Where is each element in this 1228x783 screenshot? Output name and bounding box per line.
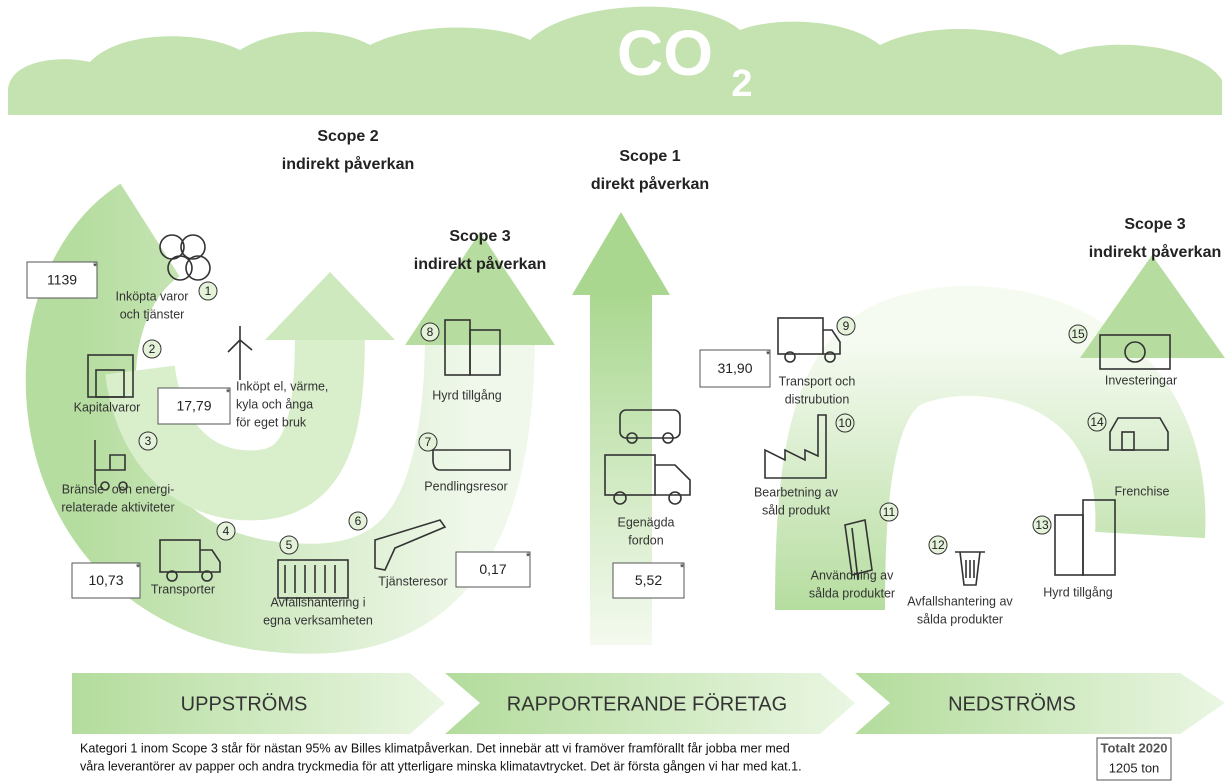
category-number: 8 — [427, 325, 434, 339]
category-number: 9 — [843, 319, 850, 333]
scope-subtitle: direkt påverkan — [591, 175, 709, 193]
label-line: Pendlingsresor — [424, 479, 507, 493]
value: 0,17 — [479, 561, 506, 577]
label-line: Frenchise — [1115, 484, 1170, 498]
value: 1139 — [47, 272, 77, 288]
category-number: 6 — [355, 514, 362, 528]
label-line: såld produkt — [762, 503, 831, 517]
label-line: Kapitalvaror — [74, 400, 141, 414]
label-line: Användning av — [811, 568, 894, 582]
label-line: distrubution — [785, 392, 850, 406]
value: 17,79 — [176, 398, 211, 414]
asterisk: * — [680, 562, 685, 574]
category-number: 5 — [286, 538, 293, 552]
footnote-line: Kategori 1 inom Scope 3 står för nästan … — [80, 741, 790, 755]
arrowhead — [265, 272, 395, 340]
label-line: för eget bruk — [236, 415, 307, 429]
scope-title: Scope 2 — [317, 128, 378, 145]
flow-label: NEDSTRÖMS — [948, 693, 1076, 715]
arrowhead — [572, 212, 670, 295]
category-number: 12 — [931, 538, 945, 552]
scope-title: Scope 3 — [1124, 216, 1185, 233]
category-number: 2 — [149, 342, 156, 356]
asterisk: * — [93, 261, 98, 273]
category-number: 11 — [883, 505, 896, 519]
infographic: CO 2 Scope 2 indirekt påverkan Scope 1 dire… — [0, 0, 1228, 783]
flow-label: UPPSTRÖMS — [181, 693, 308, 715]
label-line: relaterade aktiviteter — [61, 500, 174, 514]
label-line: Transporter — [151, 582, 215, 596]
value: 31,90 — [717, 360, 752, 376]
scope-subtitle: indirekt påverkan — [282, 155, 415, 173]
asterisk: * — [766, 349, 771, 361]
footnote-line: våra leverantörer av papper och andra tr… — [80, 759, 802, 773]
category-number: 7 — [425, 435, 432, 449]
category-number: 4 — [223, 524, 230, 538]
label-line: Bearbetning av — [754, 485, 839, 499]
value: 10,73 — [88, 572, 123, 588]
label-line: sålda produkter — [917, 612, 1003, 626]
co2-label: CO — [617, 17, 713, 89]
flow-label: RAPPORTERANDE FÖRETAG — [507, 693, 787, 715]
label-line: och tjänster — [120, 307, 185, 321]
co2-subscript: 2 — [731, 63, 752, 105]
label-line: Hyrd tillgång — [1043, 585, 1113, 599]
label-line: Bränsle- och energi- — [62, 482, 175, 496]
label-line: Egenägda — [617, 515, 674, 529]
category-number: 13 — [1035, 518, 1049, 532]
arrowhead — [1080, 255, 1225, 358]
category-number: 15 — [1071, 327, 1085, 341]
scope-title: Scope 3 — [449, 228, 510, 245]
label-line: Inköpta varor — [116, 289, 189, 303]
label-line: Inköpt el, värme, — [236, 379, 328, 393]
total-value: 1205 ton — [1109, 760, 1160, 775]
scope-subtitle: indirekt påverkan — [1089, 243, 1222, 261]
label-line: Transport och — [779, 374, 856, 388]
asterisk: * — [136, 562, 141, 574]
label-line: Investeringar — [1105, 373, 1177, 387]
label-line: Tjänsteresor — [378, 574, 447, 588]
label-line: Avfallshantering av — [907, 594, 1013, 608]
label-line: Avfallshantering i — [271, 595, 366, 609]
label-line: fordon — [628, 533, 663, 547]
cloud — [8, 7, 1222, 115]
total-title: Totalt 2020 — [1101, 740, 1168, 755]
label-line: egna verksamheten — [263, 613, 373, 627]
category-number: 10 — [838, 416, 852, 430]
scope-title: Scope 1 — [619, 148, 680, 165]
label-line: kyla och ånga — [236, 397, 313, 411]
label-line: sålda produkter — [809, 586, 895, 600]
category-number: 1 — [205, 284, 212, 298]
asterisk: * — [526, 551, 531, 563]
scope-subtitle: indirekt påverkan — [414, 255, 547, 273]
label-line: Hyrd tillgång — [432, 388, 502, 402]
category-number: 14 — [1090, 415, 1104, 429]
value: 5,52 — [635, 572, 662, 588]
asterisk: * — [226, 387, 231, 399]
category-number: 3 — [145, 434, 152, 448]
